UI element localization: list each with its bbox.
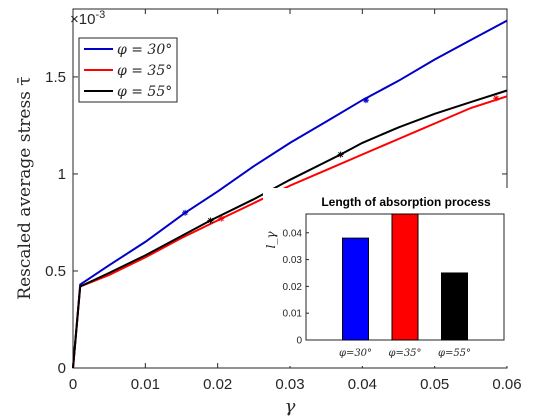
series-marker-0 [182,209,189,216]
series-line-0 [72,19,508,369]
x-tick-label: 0.03 [275,376,304,393]
x-tick-label: 0.02 [203,376,232,393]
inset-y-label: l_γ [264,231,278,249]
legend-label-55: φ = 55° [117,84,172,100]
inset-title: Length of absorption process [321,195,491,209]
x-tick-label: 0.05 [420,376,449,393]
inset-bars: 0 0.01 0.02 0.03 0.04 φ=30° φ=35° φ=55° [283,213,471,359]
inset-x-tick-label: φ=55° [438,348,471,359]
y-tick-label: 1 [58,166,66,183]
series-marker-1 [218,215,225,222]
inset-y-tick-label: 0.02 [283,282,303,293]
x-tick-label: 0.04 [348,376,377,393]
x-tick-label: 0.06 [492,376,521,393]
inset-bar-2 [441,272,468,341]
series-marker-2 [207,217,214,224]
x-tick-label: 0 [69,376,77,393]
y-axis-label: Rescaled average stress τ̄ [15,76,35,299]
inset-y-tick-label: 0.04 [283,228,303,239]
inset-x-tick-label: φ=30° [339,348,372,359]
y-tick-label: 0 [58,360,66,377]
inset-bar-0 [342,237,369,341]
inset-y-tick-label: 0.03 [283,255,303,266]
x-tick-label: 0.01 [131,376,160,393]
legend-label-35: φ = 35° [117,63,172,79]
x-axis-label: γ [285,396,296,417]
main-axis-ticks: 0 0.01 0.02 0.03 0.04 0.05 0.06 0 0.5 1 1.5 [45,9,522,393]
y-exponent-label: ×10-3 [70,9,105,28]
series-marker-0 [362,97,369,104]
series-marker-2 [337,151,344,158]
inset-y-tick-label: 0.01 [283,309,303,320]
y-tick-label: 0.5 [45,263,66,280]
legend: φ = 30° φ = 35° φ = 55° [78,37,178,103]
series-marker-1 [493,95,500,102]
legend-label-30: φ = 30° [117,42,172,58]
inset-bar-1 [391,213,419,341]
inset-x-tick-label: φ=35° [388,348,421,359]
y-tick-label: 1.5 [45,69,66,86]
inset-y-tick-label: 0 [296,336,302,347]
